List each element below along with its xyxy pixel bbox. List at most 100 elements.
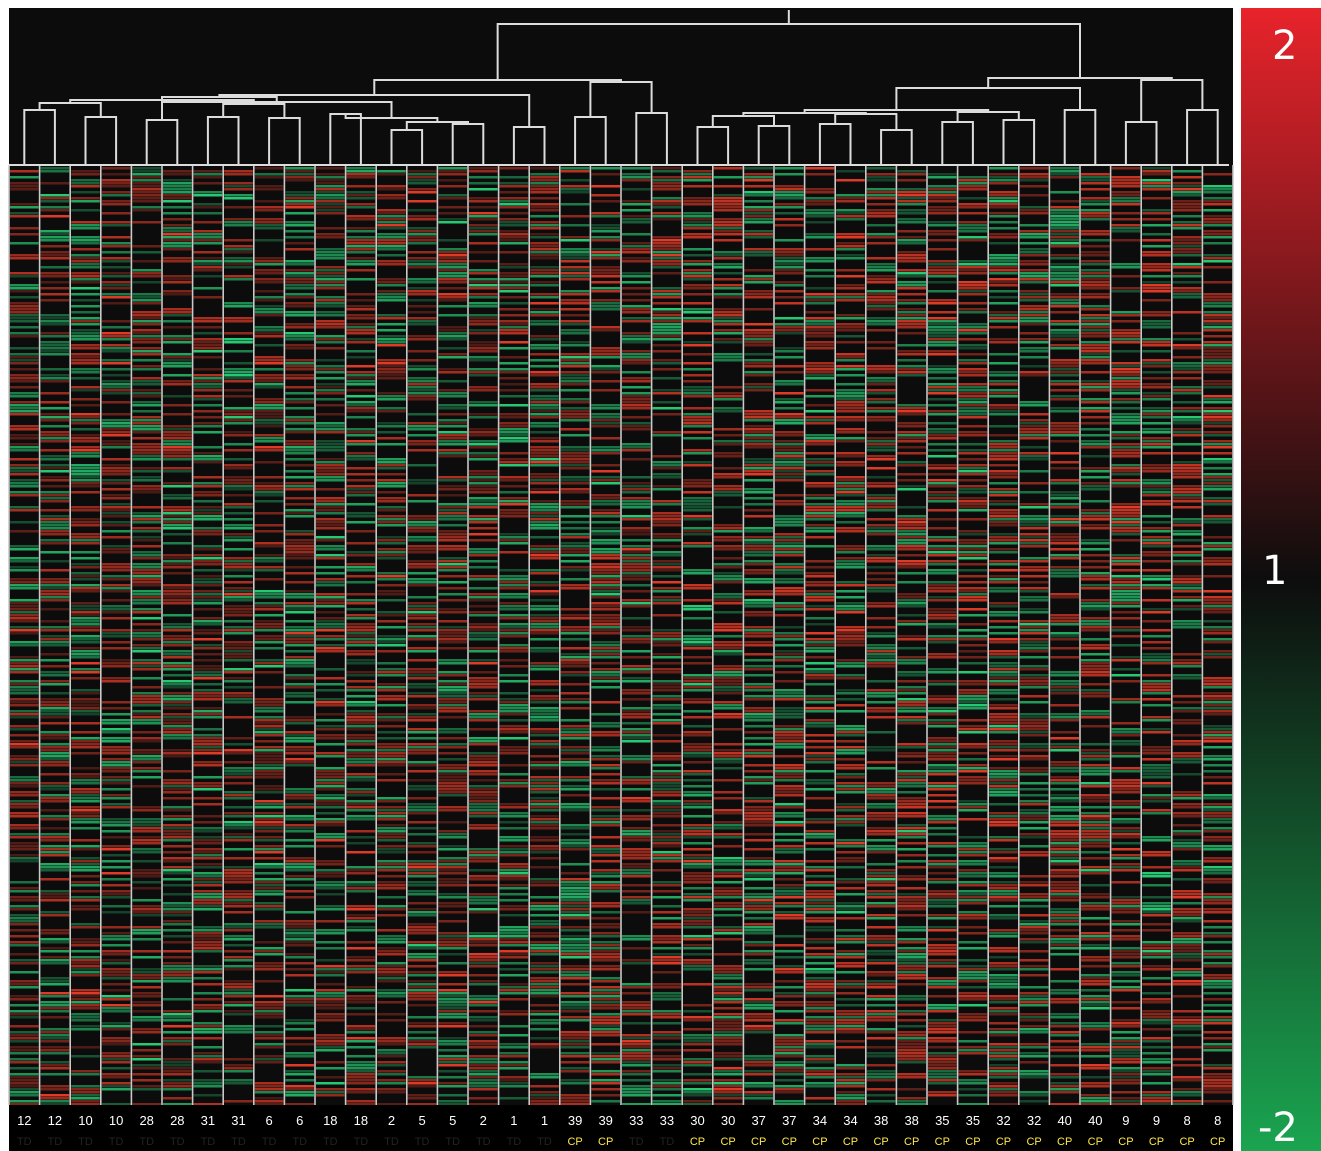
heatmap-cell bbox=[530, 284, 559, 287]
heatmap-cell bbox=[193, 263, 223, 266]
heatmap-cell bbox=[193, 554, 223, 557]
heatmap-cell bbox=[713, 836, 743, 839]
heatmap-cell bbox=[71, 1100, 100, 1103]
heatmap-cell bbox=[254, 437, 284, 440]
heatmap-cell bbox=[713, 758, 743, 761]
heatmap-cell bbox=[346, 758, 376, 761]
heatmap-cell bbox=[652, 266, 682, 269]
heatmap-cell bbox=[591, 572, 620, 575]
heatmap-cell bbox=[805, 848, 835, 851]
heatmap-cell bbox=[560, 203, 590, 206]
heatmap-cell bbox=[71, 452, 100, 455]
heatmap-cell bbox=[224, 806, 253, 809]
heatmap-cell bbox=[377, 392, 406, 395]
heatmap-cell bbox=[683, 605, 712, 608]
heatmap-cell bbox=[407, 350, 437, 353]
heatmap-cell bbox=[744, 1013, 773, 1016]
heatmap-cell bbox=[591, 860, 620, 863]
heatmap-cell bbox=[805, 440, 835, 443]
heatmap-cell bbox=[744, 1070, 773, 1073]
heatmap-cell bbox=[40, 275, 70, 278]
heatmap-cell bbox=[10, 386, 39, 389]
heatmap-cell bbox=[713, 689, 743, 692]
heatmap-cell bbox=[407, 392, 437, 395]
heatmap-cell bbox=[530, 167, 559, 170]
heatmap-cell bbox=[285, 944, 314, 947]
heatmap-cell bbox=[407, 884, 437, 887]
heatmap-cell bbox=[652, 212, 682, 215]
heatmap-cell bbox=[224, 611, 253, 614]
heatmap-cell bbox=[744, 1019, 773, 1022]
heatmap-cell bbox=[71, 776, 100, 779]
heatmap-cell bbox=[560, 482, 590, 485]
heatmap-cell bbox=[285, 719, 314, 722]
heatmap-cell bbox=[744, 545, 773, 548]
heatmap-cell bbox=[10, 569, 39, 572]
heatmap-cell bbox=[744, 908, 773, 911]
heatmap-cell bbox=[775, 431, 804, 434]
heatmap-cell bbox=[163, 656, 192, 659]
heatmap-cell bbox=[591, 416, 620, 419]
heatmap-cell bbox=[40, 287, 70, 290]
heatmap-cell bbox=[193, 638, 223, 641]
heatmap-cell bbox=[805, 623, 835, 626]
heatmap-cell bbox=[499, 851, 529, 854]
heatmap-cell bbox=[805, 842, 835, 845]
heatmap-cell bbox=[71, 1001, 100, 1004]
heatmap-cell bbox=[10, 584, 39, 587]
heatmap-cell bbox=[163, 728, 192, 731]
heatmap-cell bbox=[469, 671, 498, 674]
heatmap-cell bbox=[377, 929, 406, 932]
heatmap-cell bbox=[71, 437, 100, 440]
heatmap-cell bbox=[285, 368, 314, 371]
heatmap-cells bbox=[10, 167, 1232, 1106]
heatmap-cell bbox=[407, 713, 437, 716]
heatmap-cell bbox=[591, 533, 620, 536]
heatmap-cell bbox=[193, 425, 223, 428]
heatmap-cell bbox=[530, 788, 559, 791]
heatmap-cell bbox=[683, 953, 712, 956]
heatmap-cell bbox=[377, 731, 406, 734]
heatmap-cell bbox=[469, 359, 498, 362]
heatmap-cell bbox=[316, 905, 345, 908]
heatmap-cell bbox=[560, 569, 590, 572]
heatmap-cell bbox=[652, 671, 682, 674]
heatmap-cell bbox=[132, 200, 161, 203]
heatmap-cell bbox=[683, 413, 712, 416]
heatmap-cell bbox=[101, 566, 131, 569]
heatmap-cell bbox=[530, 680, 559, 683]
heatmap-cell bbox=[40, 455, 70, 458]
heatmap-cell bbox=[224, 899, 253, 902]
heatmap-cell bbox=[132, 350, 161, 353]
heatmap-cell bbox=[407, 413, 437, 416]
heatmap-cell bbox=[407, 677, 437, 680]
heatmap-cell bbox=[316, 1037, 345, 1040]
heatmap-cell bbox=[652, 473, 682, 476]
heatmap-cell bbox=[254, 965, 284, 968]
heatmap-cell bbox=[775, 890, 804, 893]
heatmap-cell bbox=[744, 308, 773, 311]
heatmap-cell bbox=[591, 419, 620, 422]
heatmap-cell bbox=[10, 578, 39, 581]
heatmap-cell bbox=[163, 737, 192, 740]
heatmap-cell bbox=[132, 428, 161, 431]
heatmap-cell bbox=[316, 398, 345, 401]
heatmap-cell bbox=[316, 1067, 345, 1070]
heatmap-cell bbox=[10, 458, 39, 461]
heatmap-cell bbox=[377, 212, 406, 215]
heatmap-cell bbox=[622, 398, 651, 401]
heatmap-cell bbox=[469, 491, 498, 494]
heatmap-cell bbox=[622, 293, 651, 296]
heatmap-cell bbox=[285, 314, 314, 317]
heatmap-cell bbox=[254, 434, 284, 437]
heatmap-cell bbox=[101, 632, 131, 635]
heatmap-cell bbox=[560, 671, 590, 674]
heatmap-cell bbox=[530, 581, 559, 584]
heatmap-cell bbox=[71, 647, 100, 650]
heatmap-cell bbox=[775, 284, 804, 287]
heatmap-cell bbox=[805, 695, 835, 698]
heatmap-cell bbox=[622, 338, 651, 341]
heatmap-cell bbox=[530, 761, 559, 764]
heatmap-cell bbox=[560, 1034, 590, 1037]
heatmap-cell bbox=[652, 845, 682, 848]
